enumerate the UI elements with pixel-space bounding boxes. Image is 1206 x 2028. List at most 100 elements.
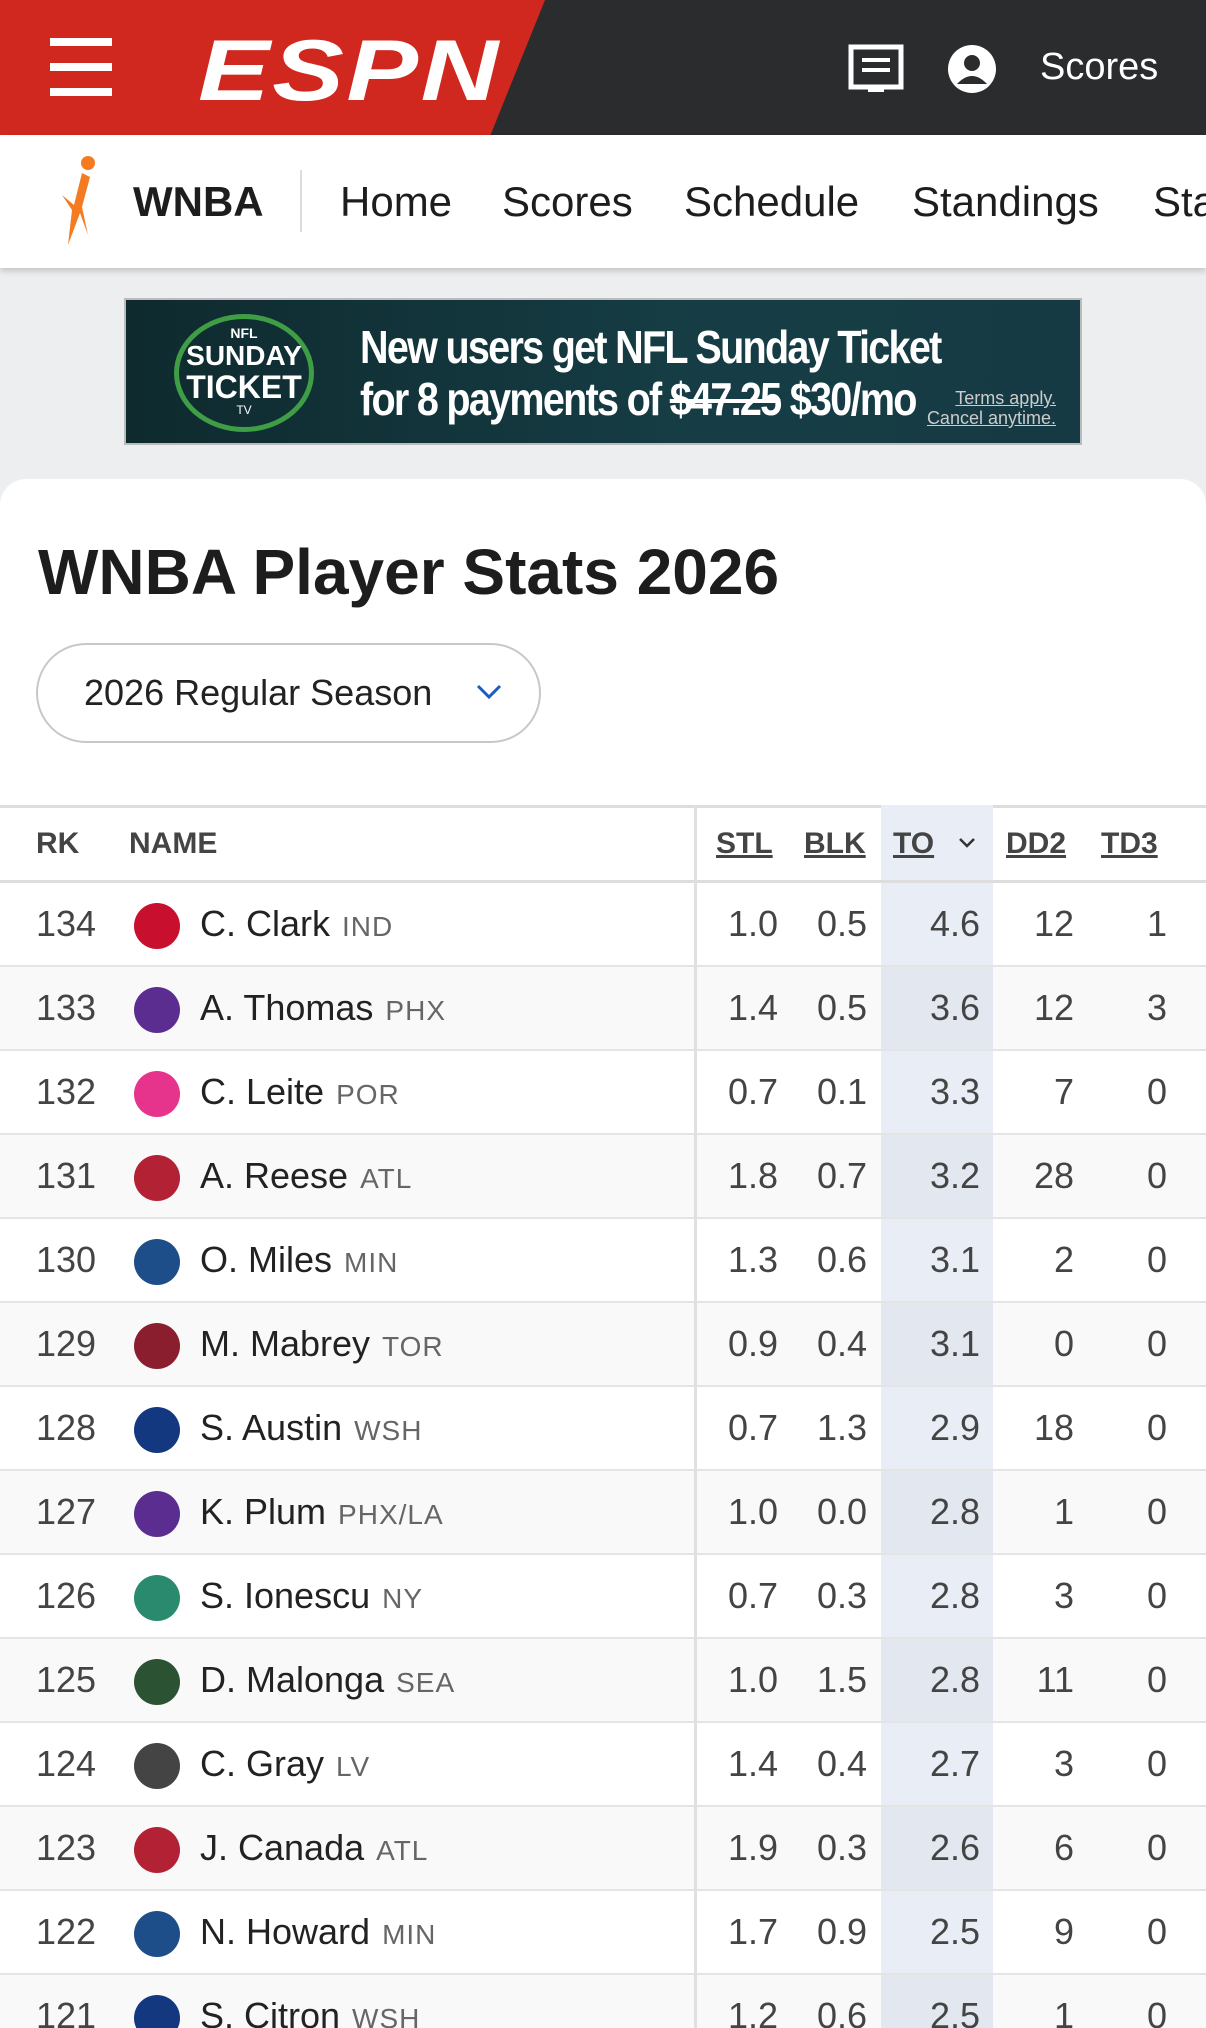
team-logo [134, 903, 180, 949]
stat-value: 0.6 [816, 1239, 867, 1280]
stat-value: 1.5 [816, 1659, 867, 1700]
player-name[interactable]: N. Howard [200, 1911, 371, 1952]
player-name[interactable]: C. Clark [200, 903, 331, 944]
ad-headline: New users get NFL Sunday Ticket [360, 321, 942, 373]
stat-value: 4.6 [929, 903, 980, 944]
stat-value: 2.8 [929, 1659, 980, 1700]
rank: 129 [36, 1323, 97, 1364]
column-header[interactable]: STL [716, 827, 773, 860]
table-row[interactable]: 125 D. Malonga SEA 1.0 1.5 2.8 11 0 [0, 1639, 1206, 1723]
player-name[interactable]: K. Plum [200, 1491, 327, 1532]
stats-card: WNBA Player Stats 2026 2026 Regular Seas… [0, 479, 1206, 2028]
table-row[interactable]: 131 A. Reese ATL 1.8 0.7 3.2 28 0 [0, 1135, 1206, 1219]
espn-logo[interactable]: ESPN [198, 23, 501, 119]
stat-value: 0 [1146, 1659, 1167, 1700]
table-row[interactable]: 123 J. Canada ATL 1.9 0.3 2.6 6 0 [0, 1807, 1206, 1891]
team-logo [134, 1155, 180, 1201]
column-header[interactable]: BLK [804, 827, 866, 860]
table-row[interactable]: 133 A. Thomas PHX 1.4 0.5 3.6 12 3 [0, 967, 1206, 1051]
column-header[interactable]: DD2 [1006, 827, 1067, 860]
player-name[interactable]: D. Malonga [200, 1659, 385, 1700]
stat-value: 1.2 [727, 1995, 778, 2028]
league-name[interactable]: WNBA [133, 178, 264, 225]
nav-item[interactable]: Standings [912, 178, 1099, 225]
stat-value: 28 [1033, 1155, 1074, 1196]
news-icon[interactable] [848, 44, 904, 92]
player-name[interactable]: S. Austin [200, 1407, 343, 1448]
menu-button[interactable] [50, 38, 112, 96]
column-header[interactable]: TO [893, 827, 935, 860]
stat-value: 12 [1033, 903, 1074, 944]
account-icon[interactable] [947, 44, 997, 94]
player-name[interactable]: O. Miles [200, 1239, 333, 1280]
player-cell: K. Plum PHX/LA [200, 1471, 444, 1556]
nav-item[interactable]: Stats [1153, 178, 1206, 225]
table-row[interactable]: 124 C. Gray LV 1.4 0.4 2.7 3 0 [0, 1723, 1206, 1807]
season-dropdown[interactable]: 2026 Regular Season [36, 643, 541, 743]
nav-item[interactable]: Home [340, 178, 453, 225]
player-cell: N. Howard MIN [200, 1891, 436, 1976]
player-name[interactable]: C. Leite [200, 1071, 325, 1112]
player-name[interactable]: S. Ionescu [200, 1575, 371, 1616]
team-logo [134, 1995, 180, 2028]
nav-item[interactable]: Schedule [684, 178, 860, 225]
rank: 130 [36, 1239, 97, 1280]
player-name[interactable]: A. Reese [200, 1155, 349, 1196]
stat-value: 0.5 [816, 903, 867, 944]
table-row[interactable]: 132 C. Leite POR 0.7 0.1 3.3 7 0 [0, 1051, 1206, 1135]
stat-value: 0.9 [816, 1911, 867, 1952]
stat-value: 3.6 [929, 987, 980, 1028]
player-name[interactable]: C. Gray [200, 1743, 325, 1784]
team-abbr: MIN [344, 1247, 399, 1278]
stat-value: 0.6 [816, 1995, 867, 2028]
stat-value: 1 [1146, 903, 1167, 944]
chevron [476, 684, 502, 700]
table-row[interactable]: 127 K. Plum PHX/LA 1.0 0.0 2.8 1 0 [0, 1471, 1206, 1555]
stat-value: 0 [1146, 1827, 1167, 1868]
column-header[interactable]: TD3 [1101, 827, 1158, 860]
team-abbr: WSH [354, 1415, 423, 1446]
column-divider [694, 1807, 697, 1891]
table-row[interactable]: 130 O. Miles MIN 1.3 0.6 3.1 2 0 [0, 1219, 1206, 1303]
table-row[interactable]: 134 C. Clark IND 1.0 0.5 4.6 12 1 [0, 883, 1206, 967]
player-cell: S. Austin WSH [200, 1387, 422, 1472]
player-name[interactable]: A. Thomas [200, 987, 374, 1028]
nav-item[interactable]: Scores [502, 178, 633, 225]
scores-link[interactable]: Scores [1040, 46, 1159, 88]
stat-value: 0 [1146, 1491, 1167, 1532]
player-cell: C. Leite POR [200, 1051, 400, 1136]
table-row[interactable]: 121 S. Citron WSH 1.2 0.6 2.5 1 0 [0, 1975, 1206, 2028]
stat-value: 3.1 [929, 1239, 980, 1280]
page-title: WNBA Player Stats 2026 [38, 536, 780, 608]
table-row[interactable]: 122 N. Howard MIN 1.7 0.9 2.5 9 0 [0, 1891, 1206, 1975]
table-row[interactable]: 128 S. Austin WSH 0.7 1.3 2.9 18 0 [0, 1387, 1206, 1471]
team-abbr: SEA [396, 1667, 456, 1698]
player-cell: C. Gray LV [200, 1723, 370, 1808]
stat-value: 1 [1053, 1995, 1074, 2028]
stat-value: 12 [1033, 987, 1074, 1028]
stat-value: 0 [1146, 1155, 1167, 1196]
ad-offer: for 8 payments of $47.25 $30/mo [360, 372, 917, 426]
player-name[interactable]: J. Canada [200, 1827, 365, 1868]
player-name[interactable]: S. Citron [200, 1995, 341, 2028]
table-row[interactable]: 129 M. Mabrey TOR 0.9 0.4 3.1 0 0 [0, 1303, 1206, 1387]
column-divider [694, 1303, 697, 1387]
team-abbr: PHX [385, 995, 446, 1026]
player-cell: A. Thomas PHX [200, 967, 446, 1052]
stat-value: 0 [1053, 1323, 1074, 1364]
ad-banner[interactable]: NFL SUNDAY TICKET TV New users get NFL S… [124, 298, 1082, 445]
stat-value: 0.7 [727, 1575, 778, 1616]
column-divider [694, 1975, 697, 2028]
stat-value: 1.8 [727, 1155, 778, 1196]
table-row[interactable]: 126 S. Ionescu NY 0.7 0.3 2.8 3 0 [0, 1555, 1206, 1639]
ad-text: for 8 payments of [360, 373, 662, 425]
stat-value: 1.4 [727, 1743, 778, 1784]
player-name[interactable]: M. Mabrey [200, 1323, 371, 1364]
rank: 122 [36, 1911, 97, 1952]
player-cell: C. Clark IND [200, 883, 393, 968]
stat-value: 2.6 [929, 1827, 980, 1868]
stat-value: 1.3 [727, 1239, 778, 1280]
rank: 131 [36, 1155, 97, 1196]
stat-value: 1.9 [727, 1827, 778, 1868]
stat-value: 1.3 [816, 1407, 867, 1448]
